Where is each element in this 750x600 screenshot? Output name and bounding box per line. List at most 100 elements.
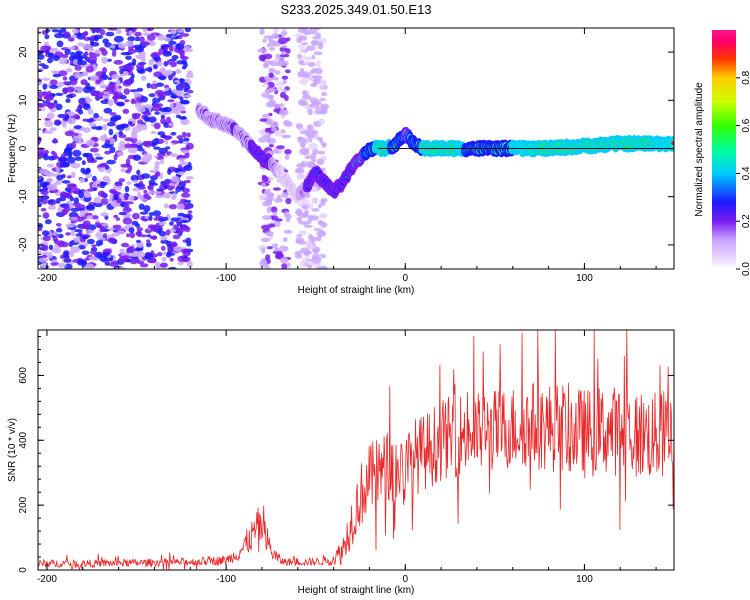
- y-tick-label: 200: [18, 496, 29, 513]
- heatmap-y-axis-label: Frequency (Hz): [7, 114, 18, 183]
- noise-blob: [44, 34, 50, 40]
- noise-blob: [305, 240, 313, 246]
- noise-blob: [284, 149, 292, 155]
- noise-blob: [143, 205, 151, 213]
- chart-title: S233.2025.349.01.50.E13: [280, 2, 431, 17]
- noise-blob: [130, 143, 138, 149]
- noise-blob: [163, 203, 169, 209]
- noise-blob: [183, 94, 192, 98]
- noise-blob: [280, 105, 285, 110]
- y-tick-label: 0: [18, 567, 29, 573]
- noise-blob: [266, 119, 272, 125]
- noise-blob: [57, 233, 64, 239]
- noise-blob: [61, 53, 69, 59]
- noise-blob: [43, 130, 54, 134]
- noise-blob: [163, 184, 168, 189]
- noise-blob: [115, 28, 122, 35]
- noise-blob: [81, 72, 88, 77]
- noise-blob: [140, 56, 146, 63]
- noise-blob: [301, 198, 310, 205]
- noise-blob: [184, 28, 191, 33]
- noise-blob: [99, 28, 106, 36]
- noise-blob: [159, 262, 168, 268]
- colorbar-tick-label: 0.0: [741, 262, 750, 276]
- noise-blob: [137, 191, 142, 199]
- noise-blob: [132, 179, 138, 183]
- noise-blob: [316, 158, 325, 165]
- noise-blob: [258, 194, 267, 201]
- noise-blob: [297, 53, 302, 60]
- noise-blob: [137, 119, 144, 125]
- y-tick-label: 0: [18, 145, 29, 151]
- noise-blob: [320, 265, 328, 269]
- noise-blob: [94, 28, 102, 31]
- snr-series-layer: [38, 330, 674, 570]
- x-tick-label: 100: [576, 574, 593, 585]
- noise-blob: [143, 193, 150, 199]
- colorbar-tick-label: 0.2: [741, 214, 750, 228]
- noise-blob: [267, 199, 272, 206]
- noise-blob: [301, 55, 307, 60]
- noise-blob: [126, 181, 132, 185]
- noise-blob: [116, 151, 124, 157]
- noise-blob: [158, 218, 165, 222]
- noise-blob: [118, 178, 126, 183]
- noise-blob: [269, 99, 276, 104]
- noise-blob: [155, 215, 164, 219]
- noise-blob: [261, 247, 266, 254]
- noise-blob: [124, 143, 133, 149]
- noise-blob: [55, 223, 62, 227]
- snr-x-axis-label: Height of straight line (km): [298, 585, 415, 596]
- noise-blob: [279, 53, 290, 58]
- noise-blob: [261, 224, 271, 230]
- noise-blob: [179, 160, 185, 166]
- noise-blob: [47, 102, 55, 110]
- noise-blob: [181, 65, 187, 70]
- noise-blob: [65, 113, 70, 121]
- noise-blob: [94, 152, 101, 157]
- noise-blob: [268, 144, 274, 148]
- noise-blob: [71, 171, 76, 179]
- noise-blob: [268, 72, 274, 78]
- noise-blob: [85, 139, 96, 147]
- noise-blob: [93, 34, 104, 40]
- noise-blob: [183, 87, 188, 93]
- noise-blob: [65, 232, 71, 236]
- noise-blob: [282, 88, 288, 93]
- noise-blob: [270, 127, 278, 132]
- noise-blob: [48, 52, 55, 59]
- noise-blob: [104, 150, 112, 155]
- noise-blob: [123, 201, 134, 205]
- noise-blob: [171, 55, 179, 60]
- noise-blob: [144, 67, 153, 72]
- noise-blob: [74, 133, 79, 137]
- noise-blob: [306, 161, 314, 168]
- noise-blob: [139, 211, 149, 215]
- noise-blob: [262, 113, 270, 118]
- noise-blob: [38, 250, 43, 255]
- noise-blob: [310, 39, 320, 46]
- colorbar-label: Normalized spectral amplitude: [694, 82, 705, 217]
- noise-blob: [266, 95, 275, 100]
- colorbar-tick-label: 0.4: [741, 166, 750, 180]
- noise-blob: [118, 130, 124, 136]
- noise-blob: [74, 229, 83, 233]
- noise-blob: [128, 227, 135, 234]
- x-tick-label: 0: [402, 273, 408, 284]
- noise-blob: [115, 83, 120, 89]
- noise-blob: [109, 190, 119, 194]
- noise-blob: [59, 58, 68, 65]
- noise-blob: [298, 230, 307, 236]
- noise-blob: [276, 86, 285, 92]
- noise-blob: [82, 31, 88, 37]
- noise-blob: [178, 116, 187, 120]
- noise-blob: [69, 78, 78, 86]
- noise-blob: [85, 229, 93, 234]
- noise-blob: [94, 91, 104, 98]
- noise-blob: [69, 196, 75, 202]
- ridge-core: [671, 141, 674, 146]
- noise-blob: [158, 230, 167, 237]
- noise-blob: [93, 202, 103, 208]
- noise-blob: [259, 260, 268, 268]
- noise-blob: [146, 191, 156, 195]
